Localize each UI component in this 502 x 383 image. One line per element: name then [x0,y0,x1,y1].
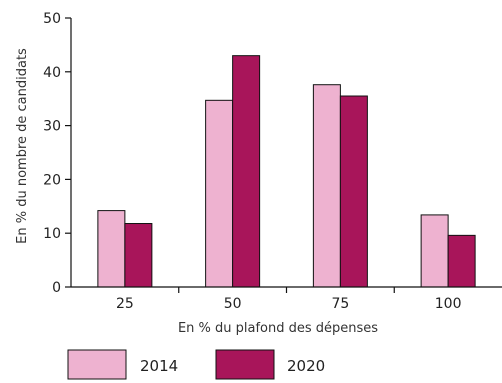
x-tick-label: 50 [224,296,242,312]
bar-2020-100 [447,234,476,288]
bar-2014-75 [312,84,341,288]
bar-2014-100 [420,214,449,288]
y-tick-label: 20 [43,172,61,188]
bar-2020-75 [339,95,368,288]
y-tick-label: 30 [43,119,61,135]
bar-2020-50 [232,55,261,288]
y-tick-label: 0 [52,280,61,296]
legend: 2014 2020 [67,349,325,380]
y-tick-label: 10 [43,226,61,242]
legend-swatch-2020 [215,349,275,380]
x-axis-ticks: 25 50 75 100 [116,287,462,312]
bar-2014-25 [97,210,126,288]
x-tick-label: 75 [331,296,349,312]
y-axis-title: En % du nombre de candidats [15,48,30,244]
legend-label-2020: 2020 [287,357,325,375]
bar-2014-50 [205,99,234,288]
y-axis-ticks: 0 10 20 30 40 50 [43,11,71,296]
x-tick-label: 100 [435,296,462,312]
legend-swatch-2014 [67,349,127,380]
bar-2020-25 [124,223,153,288]
y-tick-label: 50 [43,11,61,27]
x-axis-title: En % du plafond des dépenses [178,321,378,336]
legend-label-2014: 2014 [140,357,178,375]
x-tick-label: 25 [116,296,134,312]
bars-group [97,55,476,288]
y-tick-label: 40 [43,65,61,81]
